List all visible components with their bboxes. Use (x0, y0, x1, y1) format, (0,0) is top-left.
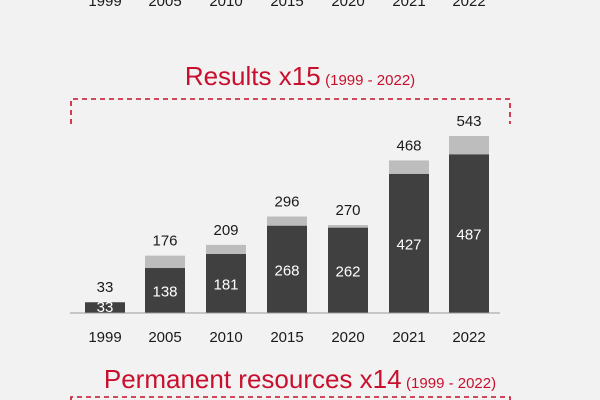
x-axis-label-2005: 2005 (148, 329, 181, 346)
bar-total-label-1999: 33 (97, 279, 114, 296)
bar-dark-2021 (389, 173, 429, 313)
x-axis-label-2022: 2022 (452, 329, 485, 346)
bar-light-2020 (328, 224, 368, 228)
x-axis-label-2020: 2020 (331, 329, 364, 346)
results-heading-range: (1999 - 2022) (325, 72, 416, 89)
x-axis-label-2021: 2021 (392, 329, 425, 346)
permanent-heading-range: (1999 - 2022) (406, 375, 497, 392)
chart-labels: 33 33 1999 138 176 2005 181 209 2010 268 296 2015 26… (88, 113, 485, 346)
x-axis-label-1999: 1999 (88, 329, 121, 346)
bar-dark-2010 (206, 254, 246, 313)
top-axis-label: 2010 (209, 0, 242, 10)
top-axis-label: 1999 (88, 0, 121, 10)
bar-total-label-2022: 543 (456, 113, 481, 130)
bar-light-2005 (145, 255, 185, 269)
results-heading: Results x15 (1999 - 2022) (0, 61, 600, 92)
top-axis-label: 2022 (452, 0, 485, 10)
bar-total-label-2020: 270 (335, 202, 360, 219)
bar-dark-2015 (267, 225, 307, 313)
bar-inner-label-2022: 487 (456, 227, 481, 244)
bar-light-2022 (449, 136, 489, 155)
bar-total-label-2021: 468 (396, 137, 421, 154)
x-axis-label-2015: 2015 (270, 329, 303, 346)
top-axis-label: 2021 (392, 0, 425, 10)
bar-total-label-2015: 296 (274, 194, 299, 211)
bar-inner-label-2021: 427 (396, 236, 421, 253)
bar-dark-2005 (145, 268, 185, 313)
bar-total-label-2010: 209 (213, 222, 238, 239)
bar-inner-label-2020: 262 (335, 263, 360, 280)
bar-inner-label-2015: 268 (274, 262, 299, 279)
top-axis-label: 2005 (148, 0, 181, 10)
permanent-heading-main: Permanent resources x14 (103, 364, 402, 394)
bars (85, 136, 489, 313)
bar-inner-label-2005: 138 (152, 284, 177, 301)
top-axis-label: 2020 (331, 0, 364, 10)
results-heading-main: Results x15 (184, 61, 321, 91)
x-axis-label-2010: 2010 (209, 329, 242, 346)
bar-inner-label-1999: 33 (97, 299, 114, 316)
permanent-heading: Permanent resources x14 (1999 - 2022) (0, 364, 600, 395)
bar-light-2015 (267, 216, 307, 226)
bar-total-label-2005: 176 (152, 233, 177, 250)
bar-light-2021 (389, 160, 429, 174)
bar-dark-1999 (85, 302, 125, 313)
bar-dark-2020 (328, 227, 368, 313)
results-bracket (70, 98, 511, 124)
top-axis-label: 2015 (270, 0, 303, 10)
top-partial-axis-labels: 1999 2005 2010 2015 2020 2021 2022 (88, 0, 485, 10)
permanent-bracket (70, 396, 511, 400)
bar-dark-2022 (449, 154, 489, 313)
bar-inner-label-2010: 181 (213, 277, 238, 294)
bar-light-2010 (206, 244, 246, 254)
